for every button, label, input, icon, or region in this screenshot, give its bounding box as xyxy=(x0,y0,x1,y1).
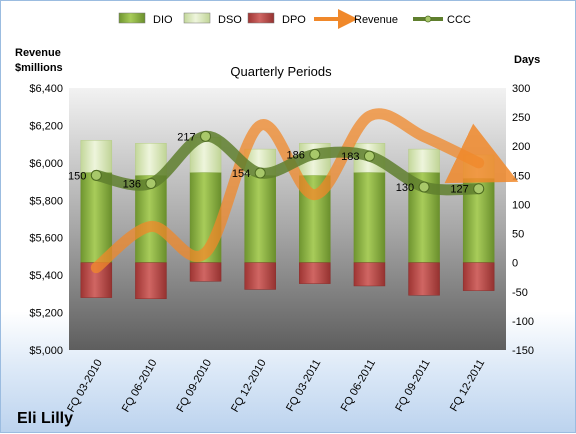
left-tick-label: $5,400 xyxy=(29,270,63,282)
bars-layer xyxy=(80,137,495,300)
legend-ccc-marker xyxy=(424,15,432,23)
right-tick-label: 300 xyxy=(512,83,530,95)
ccc-data-label: 136 xyxy=(123,178,141,190)
ccc-point xyxy=(145,177,157,189)
left-tick-label: $5,200 xyxy=(29,308,63,320)
legend-label-revenue: Revenue xyxy=(354,14,398,26)
ccc-point xyxy=(418,181,430,193)
legend-swatch-dpo xyxy=(247,12,275,24)
lines-layer: 150 136 217 154 186 183 130 127 xyxy=(68,108,519,274)
legend-label-dio: DIO xyxy=(153,14,173,26)
left-axis-title-line1: Revenue xyxy=(15,47,61,59)
left-tick-label: $5,000 xyxy=(29,345,63,357)
right-axis: -150 -100 -50 0 50 100 150 200 250 300 xyxy=(512,83,534,357)
right-tick-label: 50 xyxy=(512,229,524,241)
dpo-bar xyxy=(189,262,222,282)
left-tick-label: $5,600 xyxy=(29,233,63,245)
legend-swatch-dso xyxy=(183,12,211,24)
dpo-bar xyxy=(299,262,331,284)
revenue-line xyxy=(90,108,519,274)
x-tick-label: FQ 06-2010 xyxy=(120,358,160,415)
x-axis: FQ 03-2010 FQ 06-2010 FQ 09-2010 FQ 12-2010… xyxy=(65,358,487,415)
x-tick-label: FQ 12-2010 xyxy=(229,358,269,415)
right-tick-label: 250 xyxy=(512,112,530,124)
left-tick-label: $6,200 xyxy=(29,120,63,132)
ccc-data-label: 183 xyxy=(341,151,359,163)
ccc-line xyxy=(90,130,485,196)
legend-label-dso: DSO xyxy=(218,14,242,26)
right-tick-label: -100 xyxy=(512,316,534,328)
dio-bar xyxy=(353,172,386,263)
x-tick-label: FQ 03-2010 xyxy=(65,358,105,415)
ccc-data-label: 154 xyxy=(232,168,250,180)
chart-title: Quarterly Periods xyxy=(230,64,332,79)
left-tick-label: $5,800 xyxy=(29,195,63,207)
dso-bar xyxy=(408,148,440,173)
right-tick-label: 0 xyxy=(512,258,518,270)
ccc-data-label: 127 xyxy=(450,184,468,196)
left-tick-label: $6,000 xyxy=(29,158,63,170)
legend-swatch-dio xyxy=(118,12,146,24)
left-axis: $5,000 $5,200 $5,400 $5,600 $5,800 $6,000 $6,2… xyxy=(29,83,63,357)
right-tick-label: -150 xyxy=(512,345,534,357)
dio-bar xyxy=(80,172,113,263)
dio-bar xyxy=(244,175,276,263)
ccc-point xyxy=(200,130,212,142)
right-tick-label: 100 xyxy=(512,199,530,211)
ccc-point xyxy=(363,150,375,162)
dso-bar xyxy=(135,143,167,176)
company-name: Eli Lilly xyxy=(17,410,73,427)
ccc-data-label: 217 xyxy=(177,131,195,143)
dso-bar xyxy=(80,140,113,173)
right-tick-label: 200 xyxy=(512,141,530,153)
ccc-point xyxy=(90,169,102,181)
legend-label-ccc: CCC xyxy=(447,14,471,26)
x-tick-label: FQ 09-2011 xyxy=(393,358,432,414)
left-axis-title-line2: $millions xyxy=(15,62,63,74)
ccc-data-label: 130 xyxy=(396,182,414,194)
ccc-point xyxy=(254,167,266,179)
x-tick-label: FQ 09-2010 xyxy=(174,358,214,415)
left-tick-label: $6,400 xyxy=(29,83,63,95)
plot-background xyxy=(69,88,506,350)
right-tick-label: -50 xyxy=(512,287,528,299)
x-tick-label: FQ 06-2011 xyxy=(339,358,378,414)
legend-label-dpo: DPO xyxy=(282,14,306,26)
x-tick-label: FQ 12-2011 xyxy=(448,358,487,414)
ccc-point xyxy=(309,148,321,160)
right-tick-label: 150 xyxy=(512,170,530,182)
dpo-bar xyxy=(408,262,440,296)
x-tick-label: FQ 03-2011 xyxy=(284,358,323,414)
ccc-point xyxy=(473,183,485,195)
ccc-data-label: 150 xyxy=(68,170,86,182)
dpo-bar xyxy=(135,262,167,300)
dpo-bar xyxy=(462,262,495,291)
ccc-data-label: 186 xyxy=(286,149,304,161)
legend: DIO DSO DPO Revenue CCC xyxy=(118,9,471,29)
right-axis-title: Days xyxy=(514,54,540,66)
dpo-bar xyxy=(353,262,386,287)
dpo-bar xyxy=(244,262,276,290)
